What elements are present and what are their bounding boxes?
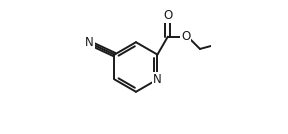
Text: O: O (181, 30, 191, 43)
Text: N: N (153, 73, 162, 86)
Text: O: O (163, 9, 173, 22)
Text: N: N (85, 36, 94, 49)
